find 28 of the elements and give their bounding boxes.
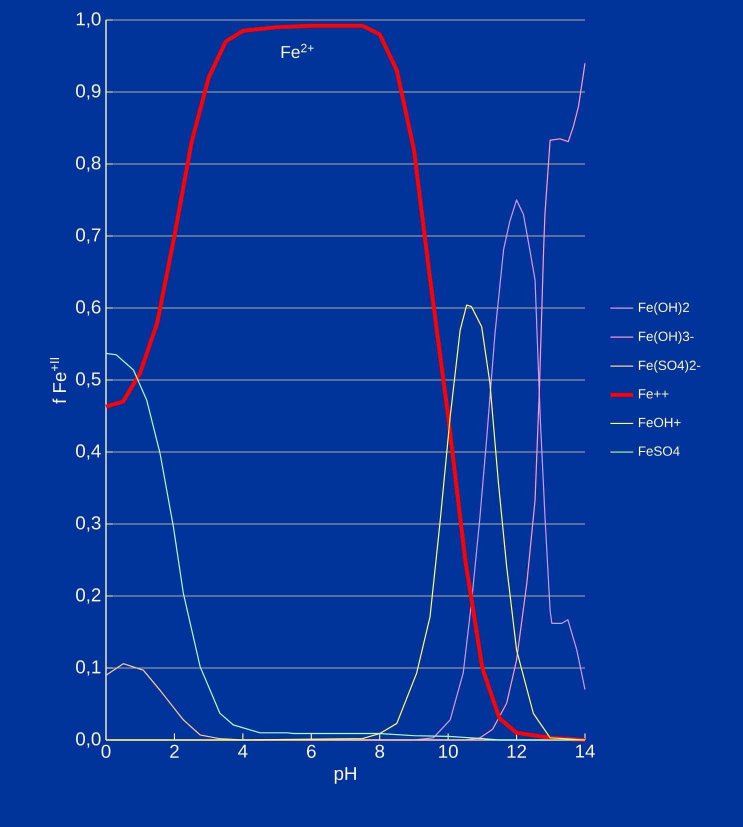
x-tick-label: 4 [238,744,248,758]
legend-label: Fe++ [638,389,668,399]
x-tick-label: 2 [170,744,179,758]
y-tick-label: 0,8 [76,156,100,172]
legend-label: Fe(SO4)2- [638,360,700,373]
legend-label: FeSO4 [638,446,680,456]
x-tick-label: 8 [375,744,384,758]
x-tick-label: 12 [508,744,526,758]
y-axis-title: f Fe$^{+II}$ [50,358,66,404]
x-axis-title: pH [334,767,356,784]
y-tick-label: 0,2 [76,588,100,604]
x-tick-label: 0 [102,744,110,758]
annotation: Fe$^{2+}$ [282,44,314,58]
y-tick-label: 0,4 [76,444,101,460]
y-tick-label: 0,3 [76,516,100,532]
x-tick-label: 10 [439,744,458,758]
y-tick-label: 0,9 [76,84,100,100]
legend-label: FeOH+ [638,418,681,428]
y-tick-label: 0,7 [76,228,100,244]
x-tick-label: 14 [576,744,595,758]
y-tick-label: 1,0 [76,12,101,28]
legend-label: Fe(OH)2 [638,302,690,315]
y-tick-label: 0,0 [76,732,101,748]
y-tick-label: 0,5 [76,372,101,388]
legend-label: Fe(OH)3- [638,331,694,344]
y-tick-label: 0,6 [76,300,100,316]
x-tick-label: 6 [307,744,316,758]
y-tick-label: 0,1 [76,660,100,676]
